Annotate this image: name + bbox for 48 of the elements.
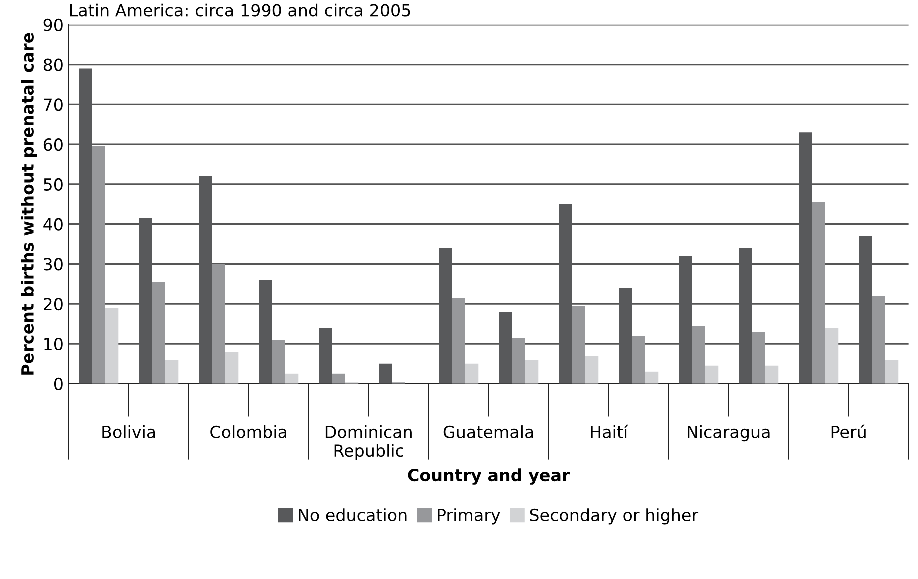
bar — [885, 360, 899, 384]
chart-title: Latin America: circa 1990 and circa 2005 — [70, 4, 410, 17]
bar — [285, 374, 299, 384]
bar — [212, 264, 226, 384]
bar — [765, 366, 779, 384]
text: Nicaragua — [688, 426, 770, 442]
bar — [645, 372, 659, 384]
bar — [752, 332, 766, 384]
bar — [632, 336, 646, 384]
y-tick-label: 50 — [44, 178, 63, 192]
legend-label: No education — [299, 508, 407, 522]
text: Haití — [591, 424, 629, 438]
bar — [512, 338, 526, 384]
legend-label: Secondary or higher — [530, 508, 699, 525]
y-tick-label: 30 — [44, 258, 63, 271]
bar — [105, 308, 119, 384]
bar — [525, 360, 539, 384]
y-tick-label: 20 — [44, 298, 63, 311]
bar — [825, 328, 839, 384]
y-tick-label: 90 — [44, 18, 63, 32]
x-axis-title: Country and year — [408, 468, 570, 485]
bar — [272, 340, 286, 384]
y-axis-title: Percent births without prenatal care — [21, 33, 38, 375]
bar — [465, 364, 479, 384]
y-tick-label: 70 — [44, 98, 63, 112]
bar — [705, 366, 719, 384]
bar — [585, 356, 599, 384]
bar — [452, 298, 466, 384]
bar — [92, 146, 106, 384]
bar — [165, 360, 179, 384]
bar — [332, 374, 346, 384]
text: Colombia — [210, 426, 286, 438]
legend-label: Primary — [438, 508, 500, 525]
y-tick-label: 60 — [44, 138, 63, 152]
bar — [152, 282, 166, 384]
text: Dominican Republic — [326, 426, 412, 460]
bar — [872, 296, 886, 384]
text: Bolivia — [102, 426, 156, 438]
bar — [692, 326, 706, 384]
bar — [225, 352, 239, 384]
y-tick-label: 40 — [44, 218, 63, 231]
y-tick-label: 10 — [44, 338, 63, 351]
bar — [812, 202, 826, 384]
text: Guatemala — [444, 426, 534, 438]
text: Perú — [832, 424, 866, 438]
y-tick-label: 80 — [44, 58, 63, 72]
bar — [572, 306, 586, 384]
y-tick-label: 0 — [54, 378, 63, 390]
